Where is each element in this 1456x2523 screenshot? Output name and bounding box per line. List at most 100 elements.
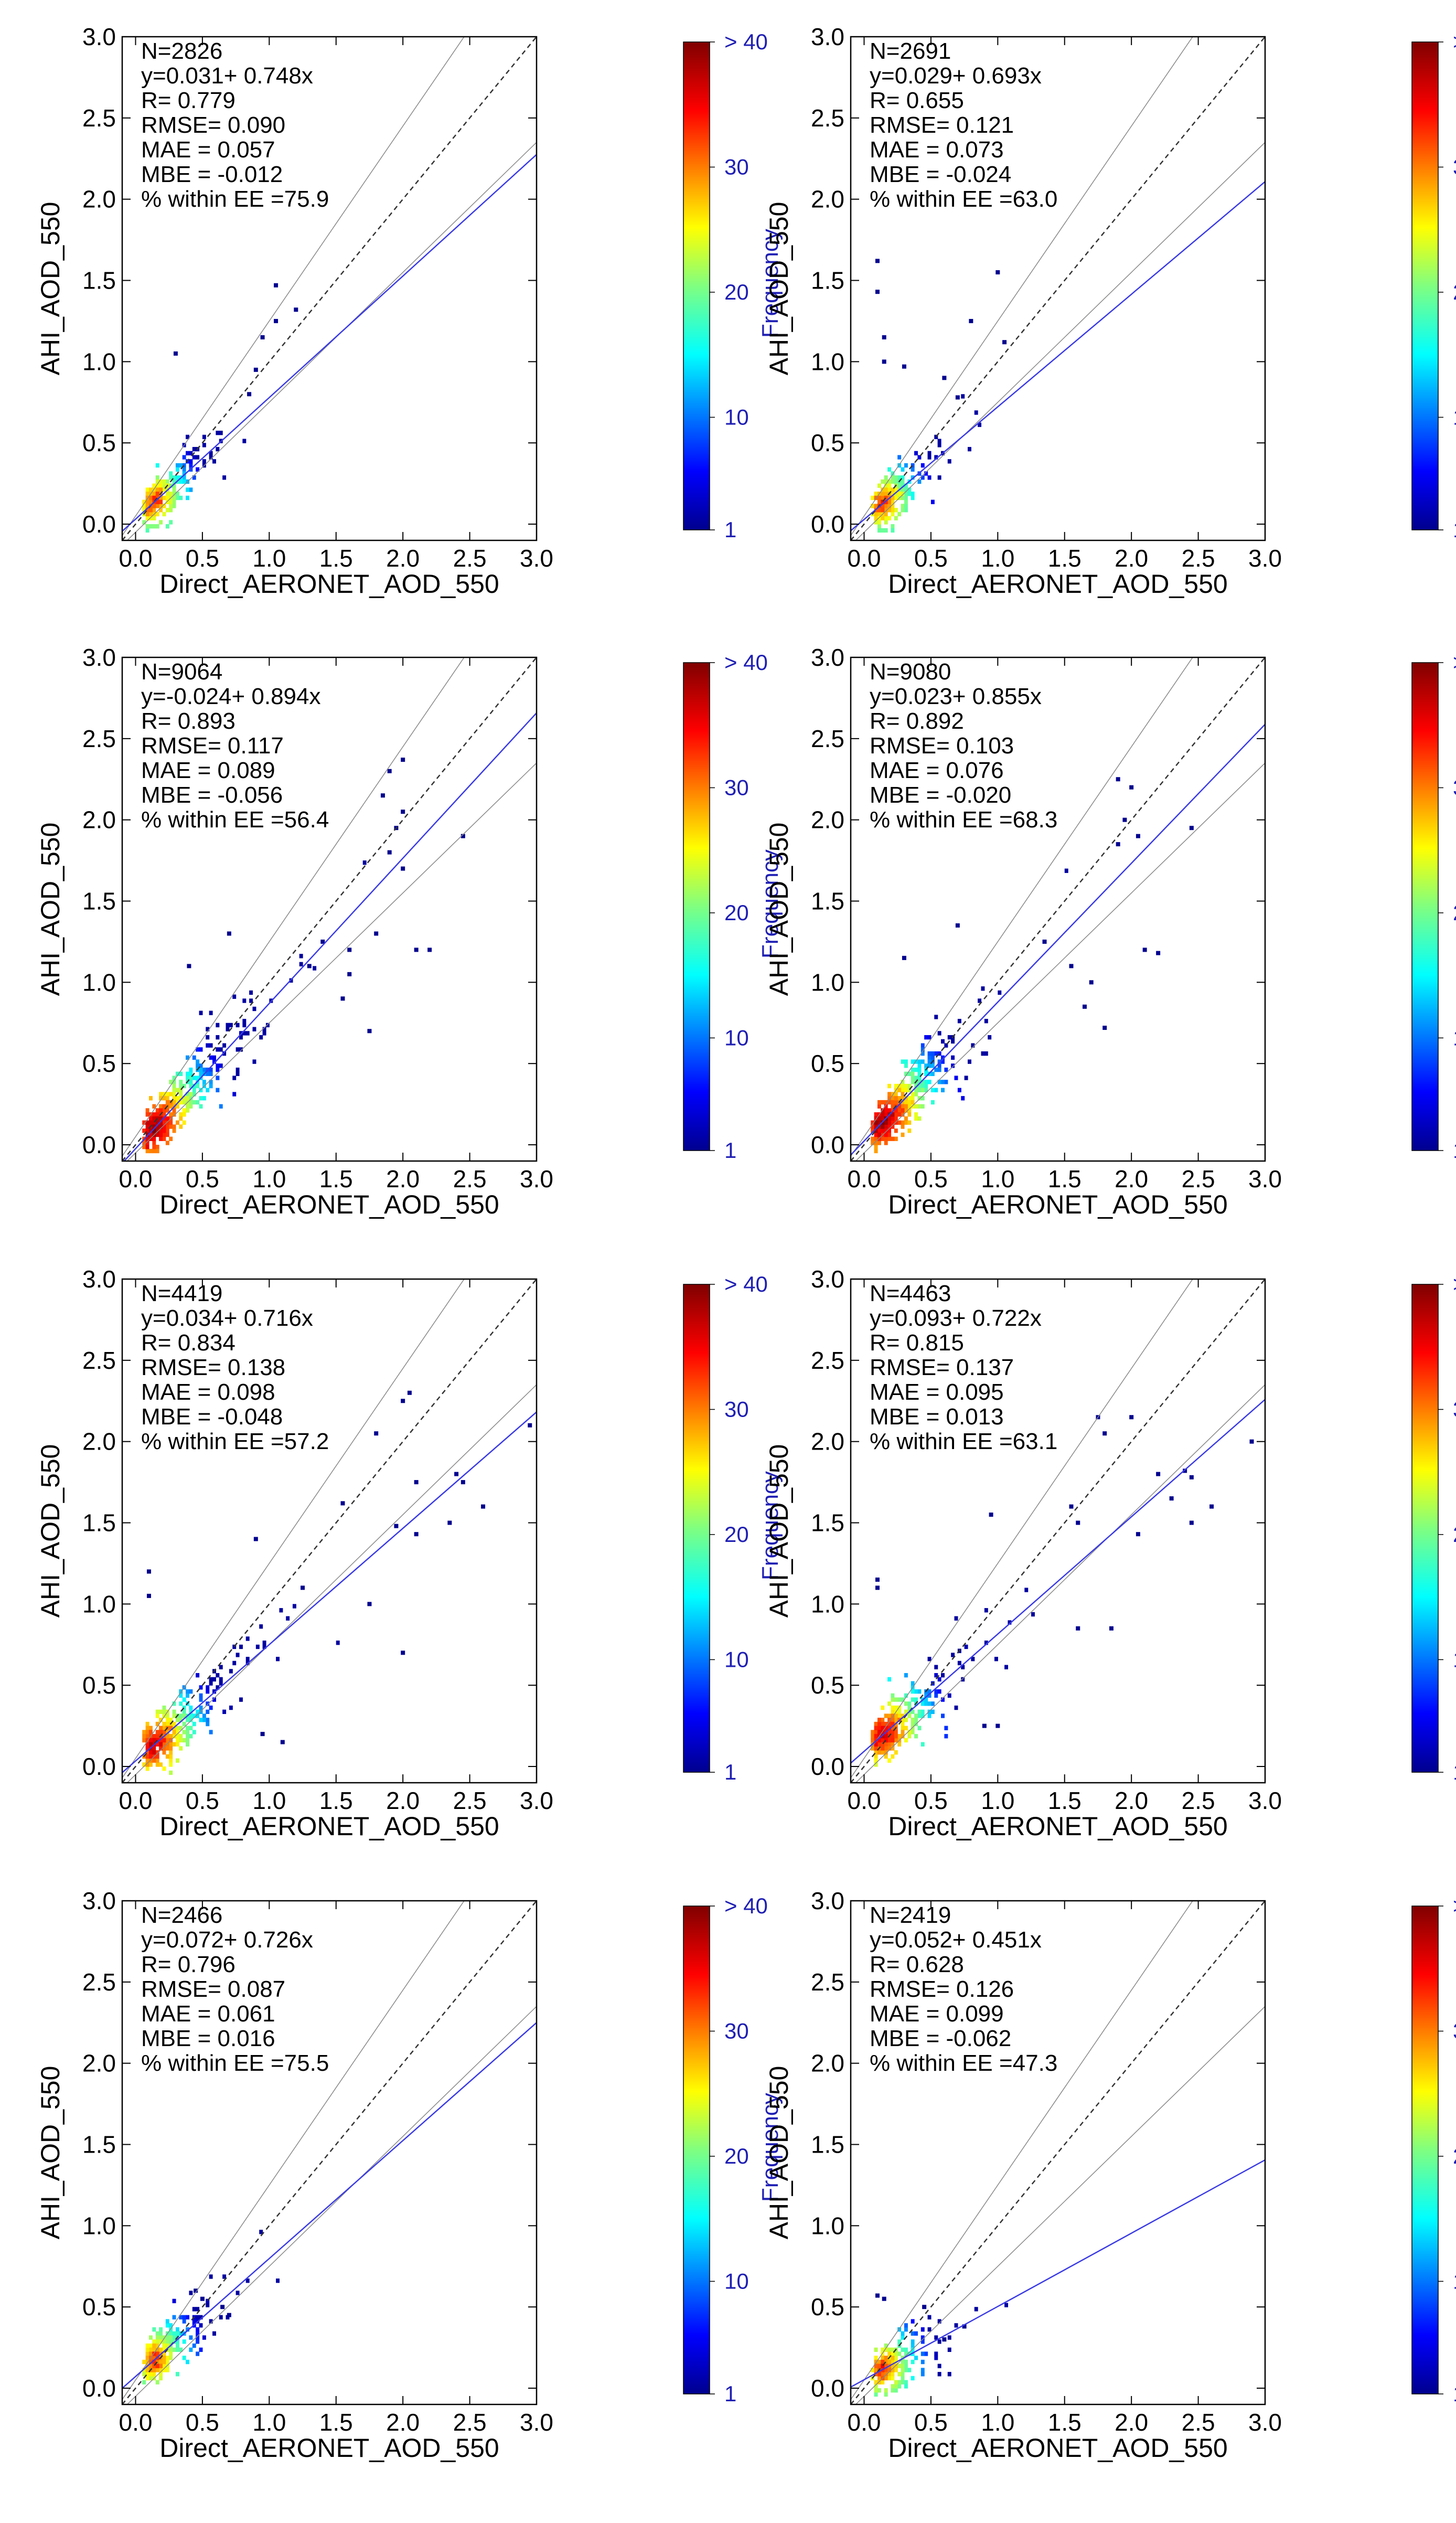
density-cell — [165, 1730, 169, 1734]
density-cell — [172, 1701, 176, 1706]
stat-line: MAE = 0.076 — [870, 758, 1004, 783]
x-tick-label: 2.5 — [453, 2409, 487, 2436]
density-cell — [907, 1730, 912, 1734]
x-tick-label: 2.0 — [1115, 1165, 1148, 1193]
density-cell — [974, 410, 978, 415]
density-cell — [142, 1141, 146, 1145]
density-cell — [159, 1120, 163, 1125]
density-cell — [904, 504, 908, 508]
density-cell — [155, 1742, 159, 1747]
density-cell — [152, 524, 156, 529]
density-cell — [917, 1709, 922, 1714]
density-cell — [897, 1083, 902, 1089]
stat-line: MBE = -0.048 — [141, 1404, 283, 1430]
density-cell — [155, 2368, 159, 2372]
density-cell — [175, 2339, 179, 2344]
density-cell — [232, 1644, 237, 1649]
stat-line: y=0.029+ 0.693x — [870, 63, 1042, 89]
density-cell — [159, 2364, 163, 2368]
density-cell — [199, 1071, 203, 1077]
density-cell — [901, 1124, 905, 1129]
density-cell — [186, 1734, 190, 1739]
density-cell — [148, 2364, 153, 2368]
density-cell — [874, 495, 878, 501]
density-cell — [904, 1104, 908, 1109]
colorbar-tick-label: > 40 — [1453, 1893, 1456, 1918]
density-cell — [874, 1746, 878, 1751]
density-cell — [877, 1730, 881, 1734]
outlier-point — [1169, 1496, 1174, 1501]
stat-line: RMSE= 0.137 — [870, 1355, 1014, 1380]
density-cell — [927, 451, 932, 456]
density-cell — [881, 2347, 885, 2352]
density-cell — [927, 2315, 932, 2320]
density-cell — [904, 463, 908, 468]
density-cell — [165, 2319, 169, 2324]
colorbar-tick-label: 10 — [724, 2269, 749, 2293]
y-axis-label: AHI_AOD_550 — [36, 202, 65, 376]
density-cell — [162, 1721, 166, 1727]
density-cell — [172, 479, 176, 484]
density-cell — [891, 2356, 895, 2360]
density-cell — [186, 495, 190, 501]
density-cell — [934, 455, 938, 460]
density-cell — [920, 1083, 925, 1089]
density-cell — [165, 1754, 169, 1759]
colorbar-tick-label: > 40 — [1453, 29, 1456, 54]
density-cell — [920, 1104, 925, 1109]
density-cell — [871, 1746, 875, 1751]
density-cell — [162, 2347, 166, 2352]
x-tick-label: 2.0 — [386, 2409, 420, 2436]
y-axis-label: AHI_AOD_550 — [36, 1444, 65, 1618]
density-cell — [162, 2359, 166, 2365]
outlier-point — [414, 948, 419, 952]
x-tick-label: 1.5 — [319, 2409, 353, 2436]
x-tick-label: 1.5 — [319, 1787, 353, 1814]
density-cell — [901, 1108, 905, 1113]
density-cell — [891, 1713, 895, 1718]
density-cell — [877, 483, 881, 488]
stat-line: R= 0.815 — [870, 1330, 964, 1356]
density-cell — [182, 455, 186, 460]
density-cell — [212, 1055, 216, 1060]
density-cell — [145, 2376, 149, 2381]
density-cell — [874, 1730, 878, 1734]
density-cell — [984, 1019, 988, 1024]
density-cell — [904, 487, 908, 492]
density-cell — [145, 1108, 149, 1113]
density-cell — [917, 1067, 922, 1072]
density-cell — [920, 475, 925, 480]
density-cell — [894, 492, 898, 496]
density-cell — [884, 1742, 888, 1747]
density-cell — [877, 1136, 881, 1141]
density-cell — [887, 1083, 892, 1089]
density-cell — [891, 2368, 895, 2372]
y-tick-label: 0.0 — [811, 510, 844, 538]
colorbar-tick-label: 20 — [724, 2144, 749, 2168]
density-cell — [199, 1088, 203, 1092]
density-cell — [186, 1071, 190, 1077]
density-cell — [186, 487, 190, 492]
density-cell — [192, 2307, 196, 2312]
x-tick-label: 1.0 — [252, 1165, 286, 1193]
density-cell — [155, 524, 159, 529]
density-cell — [917, 1059, 922, 1064]
density-cell — [165, 1718, 169, 1722]
density-cell — [947, 2347, 951, 2352]
density-cell — [145, 508, 149, 513]
density-cell — [165, 1132, 169, 1137]
outlier-point — [200, 2296, 205, 2301]
density-cell — [202, 1718, 206, 1722]
outlier-point — [989, 1513, 993, 1517]
density-cell — [894, 1108, 898, 1113]
y-tick-label: 1.5 — [82, 2131, 116, 2158]
density-cell — [172, 483, 176, 488]
density-cell — [881, 1705, 885, 1710]
colorbar — [1411, 662, 1439, 1151]
density-cell — [152, 1104, 156, 1109]
density-cell — [148, 1742, 153, 1747]
density-cell — [911, 1100, 915, 1105]
outlier-point — [922, 2305, 927, 2309]
density-cell — [155, 1762, 159, 1767]
density-cell — [169, 483, 173, 488]
